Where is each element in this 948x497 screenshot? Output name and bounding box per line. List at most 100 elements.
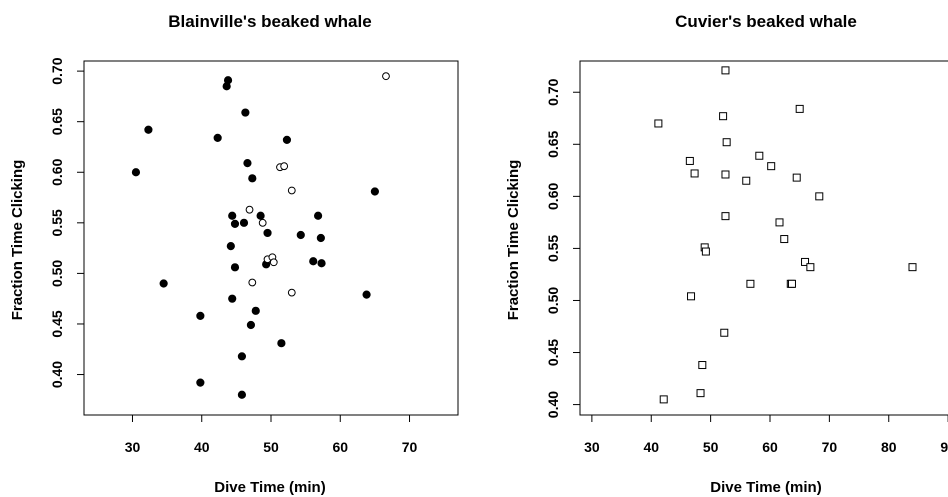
data-point-open: [248, 278, 257, 287]
data-point-filled: [213, 133, 222, 142]
y-axis-label: Fraction Time Clicking: [505, 160, 522, 321]
data-point-filled: [131, 168, 141, 177]
x-tick-label: 60: [762, 439, 778, 455]
data-point-filled: [159, 279, 168, 288]
data-point-filled: [296, 230, 305, 240]
data-point-open: [382, 72, 390, 81]
x-tick-label: 30: [125, 439, 141, 455]
plot-frame: [83, 60, 459, 416]
data-point-square: [801, 257, 810, 266]
y-tick-label: 0.60: [545, 183, 561, 210]
data-point-square: [787, 279, 796, 288]
data-points: [654, 66, 917, 404]
y-tick-label: 0.65: [545, 130, 561, 157]
data-point-square: [721, 66, 730, 75]
x-tick-label: 70: [402, 439, 418, 455]
data-point-filled: [309, 257, 318, 266]
x-tick-label: 70: [822, 439, 838, 455]
data-point-filled: [316, 233, 325, 243]
data-point-square: [780, 235, 789, 244]
data-point-square: [815, 192, 824, 201]
data-point-square: [696, 389, 705, 398]
data-point-filled: [282, 135, 292, 144]
data-point-filled: [248, 174, 257, 183]
x-tick-label: 50: [263, 439, 279, 455]
data-point-filled: [313, 211, 323, 220]
data-point-filled: [251, 306, 260, 315]
x-tick-label: 60: [332, 439, 348, 455]
data-point-square: [742, 176, 751, 185]
data-point-filled: [223, 76, 233, 85]
x-axis-label: Dive Time (min): [710, 479, 821, 496]
data-point-filled: [230, 263, 240, 272]
x-tick-label: 90: [940, 439, 948, 455]
data-point-square: [721, 170, 730, 179]
data-point-filled: [226, 241, 235, 251]
data-point-square: [685, 156, 694, 165]
panel-blainvilles: Blainville's beaked whale 30 40 50 60 70 0.4…: [9, 12, 459, 496]
x-axis: 30 40 50 60 70: [125, 415, 418, 455]
x-axis: 30 40 50 60 70 80 90: [584, 415, 948, 455]
data-point-filled: [237, 352, 247, 361]
data-point-open: [258, 218, 267, 227]
y-tick-label: 0.45: [545, 339, 561, 366]
data-point-open: [245, 205, 254, 214]
x-tick-label: 40: [643, 439, 659, 455]
data-point-filled: [246, 320, 256, 330]
x-tick-label: 40: [194, 439, 210, 455]
data-point-square: [687, 292, 696, 301]
plot-frame: [579, 60, 948, 416]
data-point-open: [287, 186, 296, 195]
data-point-square: [755, 151, 764, 160]
data-point-square: [722, 138, 731, 147]
data-point-square: [690, 169, 699, 178]
y-tick-label: 0.55: [49, 209, 65, 236]
data-point-square: [775, 218, 784, 227]
data-point-square: [654, 119, 663, 128]
chart-title: Cuvier's beaked whale: [675, 12, 857, 31]
data-point-filled: [196, 311, 205, 320]
data-point-open: [269, 258, 278, 267]
data-point-square: [806, 263, 815, 272]
y-tick-label: 0.50: [545, 287, 561, 314]
y-tick-label: 0.65: [49, 108, 65, 135]
data-point-filled: [228, 211, 237, 220]
data-point-square: [721, 212, 730, 221]
data-point-filled: [239, 218, 249, 227]
y-tick-label: 0.60: [49, 158, 65, 185]
data-point-square: [698, 361, 707, 370]
data-point-filled: [230, 219, 240, 228]
y-axis-label: Fraction Time Clicking: [9, 160, 26, 321]
y-tick-label: 0.45: [49, 310, 65, 337]
data-point-filled: [144, 125, 153, 134]
data-point-filled: [317, 259, 326, 268]
y-tick-label: 0.70: [545, 78, 561, 105]
data-point-filled: [277, 339, 286, 348]
data-point-square: [746, 279, 755, 288]
y-tick-label: 0.70: [49, 57, 65, 84]
x-axis-label: Dive Time (min): [214, 479, 325, 496]
data-point-open: [280, 162, 289, 171]
data-point-square: [659, 395, 668, 404]
data-point-filled: [228, 294, 237, 303]
data-point-filled: [263, 228, 272, 238]
data-point-square: [720, 328, 729, 337]
data-point-filled: [256, 211, 265, 220]
panel-cuviers: Cuvier's beaked whale 30 40 50 60 70 80 90 0.4…: [505, 12, 948, 496]
y-tick-label: 0.55: [545, 235, 561, 262]
y-axis: 0.40 0.45 0.50 0.55 0.60 0.65 0.70: [545, 78, 580, 418]
data-point-square: [795, 104, 804, 113]
data-point-square: [792, 173, 801, 182]
chart-title: Blainville's beaked whale: [168, 12, 371, 31]
data-point-square: [767, 162, 776, 171]
data-point-filled: [237, 390, 247, 399]
x-tick-label: 50: [703, 439, 719, 455]
data-point-square: [719, 112, 728, 121]
y-axis: 0.40 0.45 0.50 0.55 0.60 0.65 0.70: [49, 57, 84, 388]
y-tick-label: 0.40: [49, 361, 65, 388]
data-point-square: [908, 263, 917, 272]
x-tick-label: 80: [881, 439, 897, 455]
data-point-filled: [362, 290, 371, 299]
y-tick-label: 0.50: [49, 260, 65, 287]
